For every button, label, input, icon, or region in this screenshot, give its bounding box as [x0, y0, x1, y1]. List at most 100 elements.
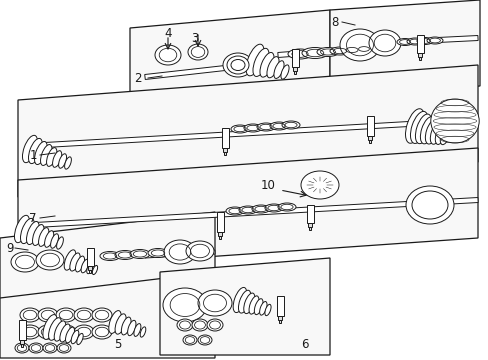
Polygon shape [329, 0, 479, 95]
Ellipse shape [252, 48, 268, 76]
Ellipse shape [254, 299, 263, 315]
Ellipse shape [244, 124, 262, 132]
Polygon shape [130, 10, 329, 126]
Ellipse shape [81, 259, 89, 273]
Ellipse shape [415, 114, 431, 144]
Polygon shape [276, 296, 283, 316]
Polygon shape [0, 272, 215, 358]
Ellipse shape [57, 343, 71, 353]
Ellipse shape [264, 304, 270, 316]
Ellipse shape [77, 333, 83, 345]
Ellipse shape [11, 252, 39, 272]
Polygon shape [35, 198, 477, 228]
Ellipse shape [273, 61, 284, 78]
Ellipse shape [269, 122, 287, 130]
Ellipse shape [339, 29, 379, 61]
Polygon shape [20, 340, 24, 344]
Polygon shape [144, 250, 215, 258]
Ellipse shape [206, 319, 223, 331]
Ellipse shape [409, 111, 427, 143]
Ellipse shape [41, 145, 52, 166]
Ellipse shape [281, 65, 288, 79]
Ellipse shape [245, 44, 264, 76]
Ellipse shape [396, 39, 412, 45]
Ellipse shape [287, 49, 311, 59]
Ellipse shape [239, 206, 257, 214]
Ellipse shape [44, 231, 54, 247]
Text: 7: 7 [29, 212, 37, 225]
Ellipse shape [57, 237, 63, 249]
Ellipse shape [127, 320, 136, 336]
Ellipse shape [183, 335, 197, 345]
Ellipse shape [33, 225, 44, 246]
Ellipse shape [20, 325, 40, 339]
Ellipse shape [155, 45, 181, 65]
Ellipse shape [20, 308, 40, 322]
Ellipse shape [74, 325, 94, 339]
Ellipse shape [108, 311, 121, 333]
Ellipse shape [257, 123, 274, 131]
Polygon shape [19, 320, 25, 340]
Text: 10: 10 [260, 179, 275, 192]
Polygon shape [224, 152, 226, 155]
Ellipse shape [28, 138, 42, 163]
Ellipse shape [329, 47, 349, 55]
Ellipse shape [264, 204, 283, 212]
Ellipse shape [439, 127, 449, 145]
Ellipse shape [302, 48, 327, 59]
Polygon shape [277, 316, 282, 320]
Ellipse shape [65, 327, 74, 343]
Ellipse shape [420, 117, 434, 144]
Ellipse shape [223, 53, 252, 77]
Ellipse shape [406, 38, 422, 45]
Ellipse shape [38, 325, 58, 339]
Ellipse shape [238, 290, 250, 313]
Polygon shape [221, 128, 228, 148]
Ellipse shape [64, 157, 71, 169]
Ellipse shape [60, 324, 70, 342]
Ellipse shape [226, 56, 248, 74]
Ellipse shape [43, 343, 57, 353]
Ellipse shape [70, 253, 80, 271]
Polygon shape [87, 266, 92, 270]
Ellipse shape [15, 343, 29, 353]
Polygon shape [45, 117, 477, 148]
Polygon shape [216, 212, 223, 232]
Ellipse shape [192, 319, 207, 331]
Polygon shape [293, 71, 296, 74]
Polygon shape [292, 67, 297, 71]
Ellipse shape [92, 308, 112, 322]
Ellipse shape [405, 109, 424, 143]
Ellipse shape [54, 321, 66, 341]
Text: 9: 9 [6, 242, 14, 255]
Text: 8: 8 [331, 15, 338, 28]
Polygon shape [437, 36, 477, 42]
Ellipse shape [163, 240, 196, 264]
Ellipse shape [177, 319, 193, 331]
Text: 1: 1 [29, 149, 37, 162]
Polygon shape [0, 212, 215, 318]
Ellipse shape [36, 250, 64, 270]
Ellipse shape [243, 293, 254, 314]
Polygon shape [219, 236, 221, 239]
Ellipse shape [86, 262, 93, 274]
Ellipse shape [64, 250, 76, 270]
Ellipse shape [342, 46, 360, 54]
Ellipse shape [301, 171, 338, 199]
Ellipse shape [225, 207, 244, 215]
Ellipse shape [35, 141, 47, 165]
Ellipse shape [411, 191, 447, 219]
Polygon shape [308, 227, 310, 230]
Polygon shape [86, 248, 93, 266]
Ellipse shape [429, 122, 442, 144]
Ellipse shape [148, 248, 168, 257]
Ellipse shape [260, 53, 273, 77]
Ellipse shape [46, 148, 57, 166]
Ellipse shape [368, 30, 400, 56]
Polygon shape [418, 57, 420, 60]
Ellipse shape [140, 327, 145, 337]
Ellipse shape [355, 45, 371, 53]
Ellipse shape [282, 121, 299, 129]
Ellipse shape [71, 330, 79, 344]
Ellipse shape [29, 343, 43, 353]
